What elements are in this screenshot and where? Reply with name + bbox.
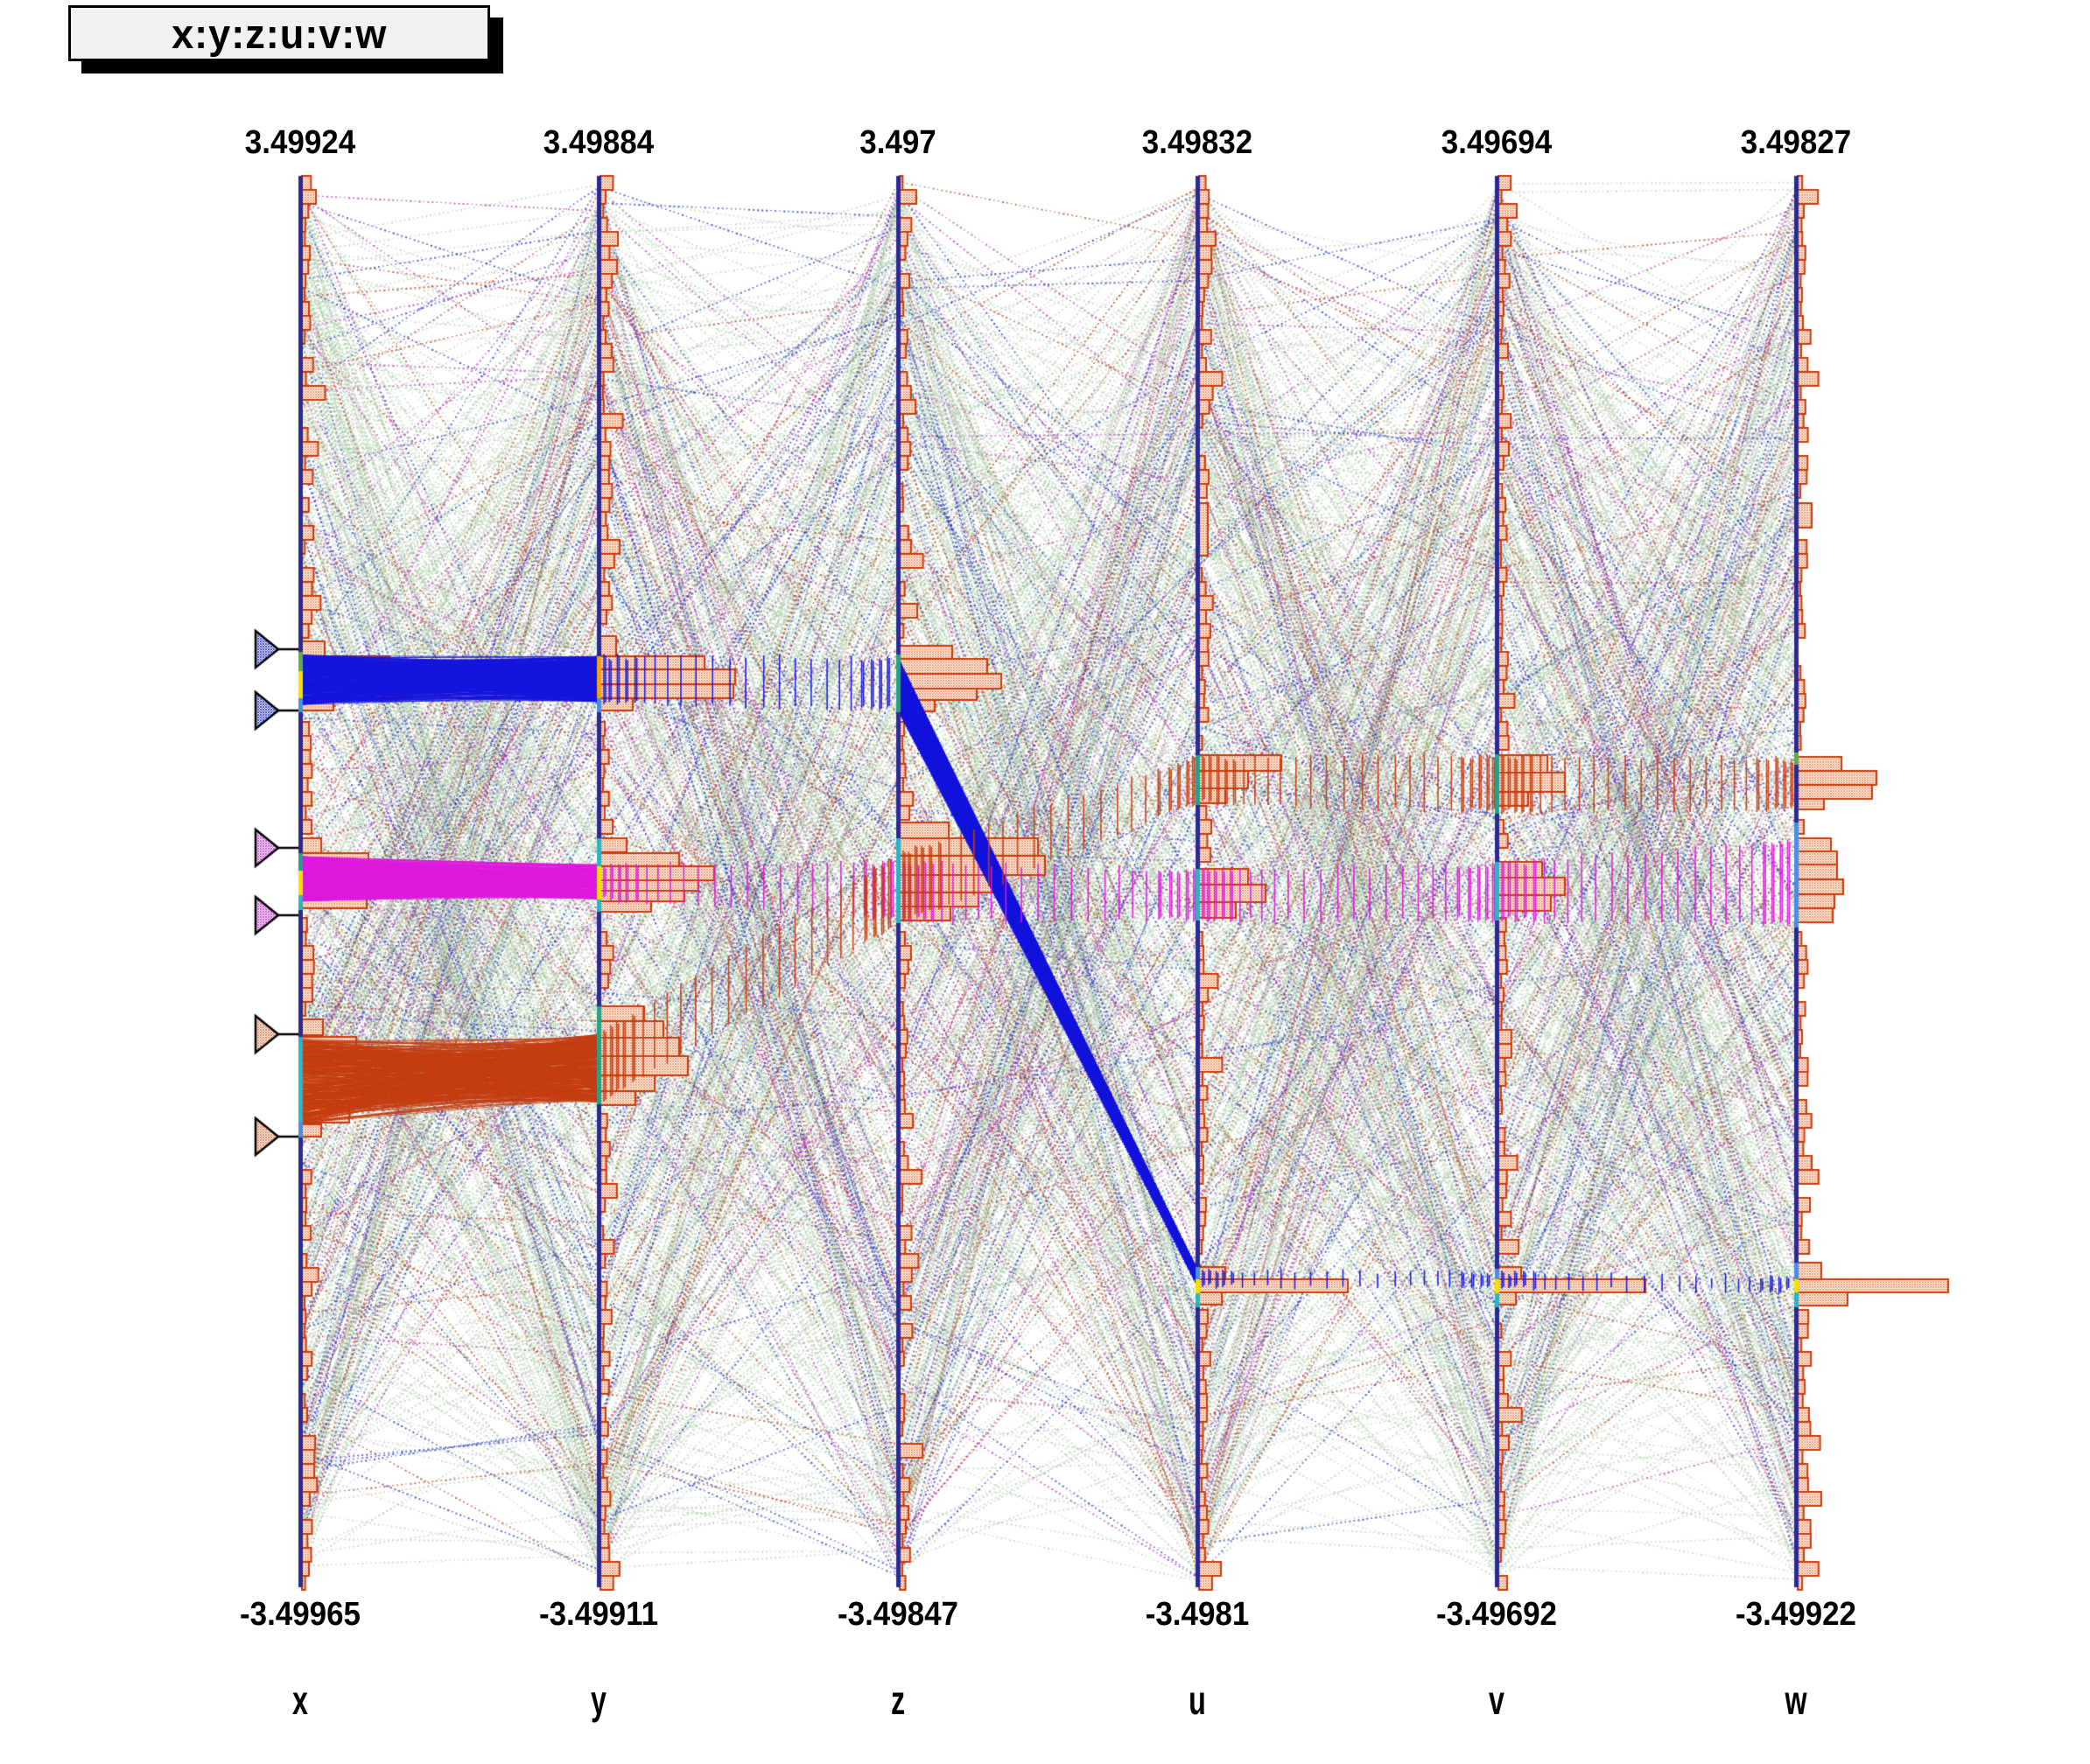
axis-v-name-label: v (1489, 1677, 1504, 1723)
brush-handle-orange-upper[interactable] (254, 1014, 282, 1054)
axis-u-min-label: -3.4981 (1145, 1596, 1250, 1633)
axis-y-max-label: 3.49884 (543, 124, 655, 161)
axis-x-max-label: 3.49924 (244, 124, 356, 161)
axis-y-min-label: -3.49911 (538, 1596, 659, 1633)
brush-handle-blue-lower[interactable] (254, 690, 282, 731)
axis-u-name-label: u (1189, 1677, 1206, 1723)
axis-v-max-label: 3.49694 (1441, 124, 1553, 161)
axis-v-min-label: -3.49692 (1435, 1596, 1557, 1633)
axis-z-min-label: -3.49847 (837, 1596, 958, 1633)
axis-z-max-label: 3.497 (859, 124, 936, 161)
plot-title: x:y:z:u:v:w (171, 10, 388, 57)
axis-y-name-label: y (591, 1677, 607, 1723)
plot-title-box[interactable]: x:y:z:u:v:w (68, 5, 490, 61)
axis-w-max-label: 3.49827 (1740, 124, 1852, 161)
brush-handle-magenta-upper[interactable] (254, 828, 282, 868)
axis-z-name-label: z (890, 1677, 906, 1723)
brush-handle-orange-lower[interactable] (254, 1116, 282, 1157)
axis-u-max-label: 3.49832 (1141, 124, 1253, 161)
axis-w-min-label: -3.49922 (1735, 1596, 1856, 1633)
axis-x-name-label: x (292, 1677, 308, 1723)
axis-x-min-label: -3.49965 (239, 1596, 361, 1633)
brush-handle-blue-upper[interactable] (254, 629, 282, 669)
axis-w-name-label: w (1785, 1677, 1807, 1723)
brush-handle-magenta-lower[interactable] (254, 895, 282, 935)
